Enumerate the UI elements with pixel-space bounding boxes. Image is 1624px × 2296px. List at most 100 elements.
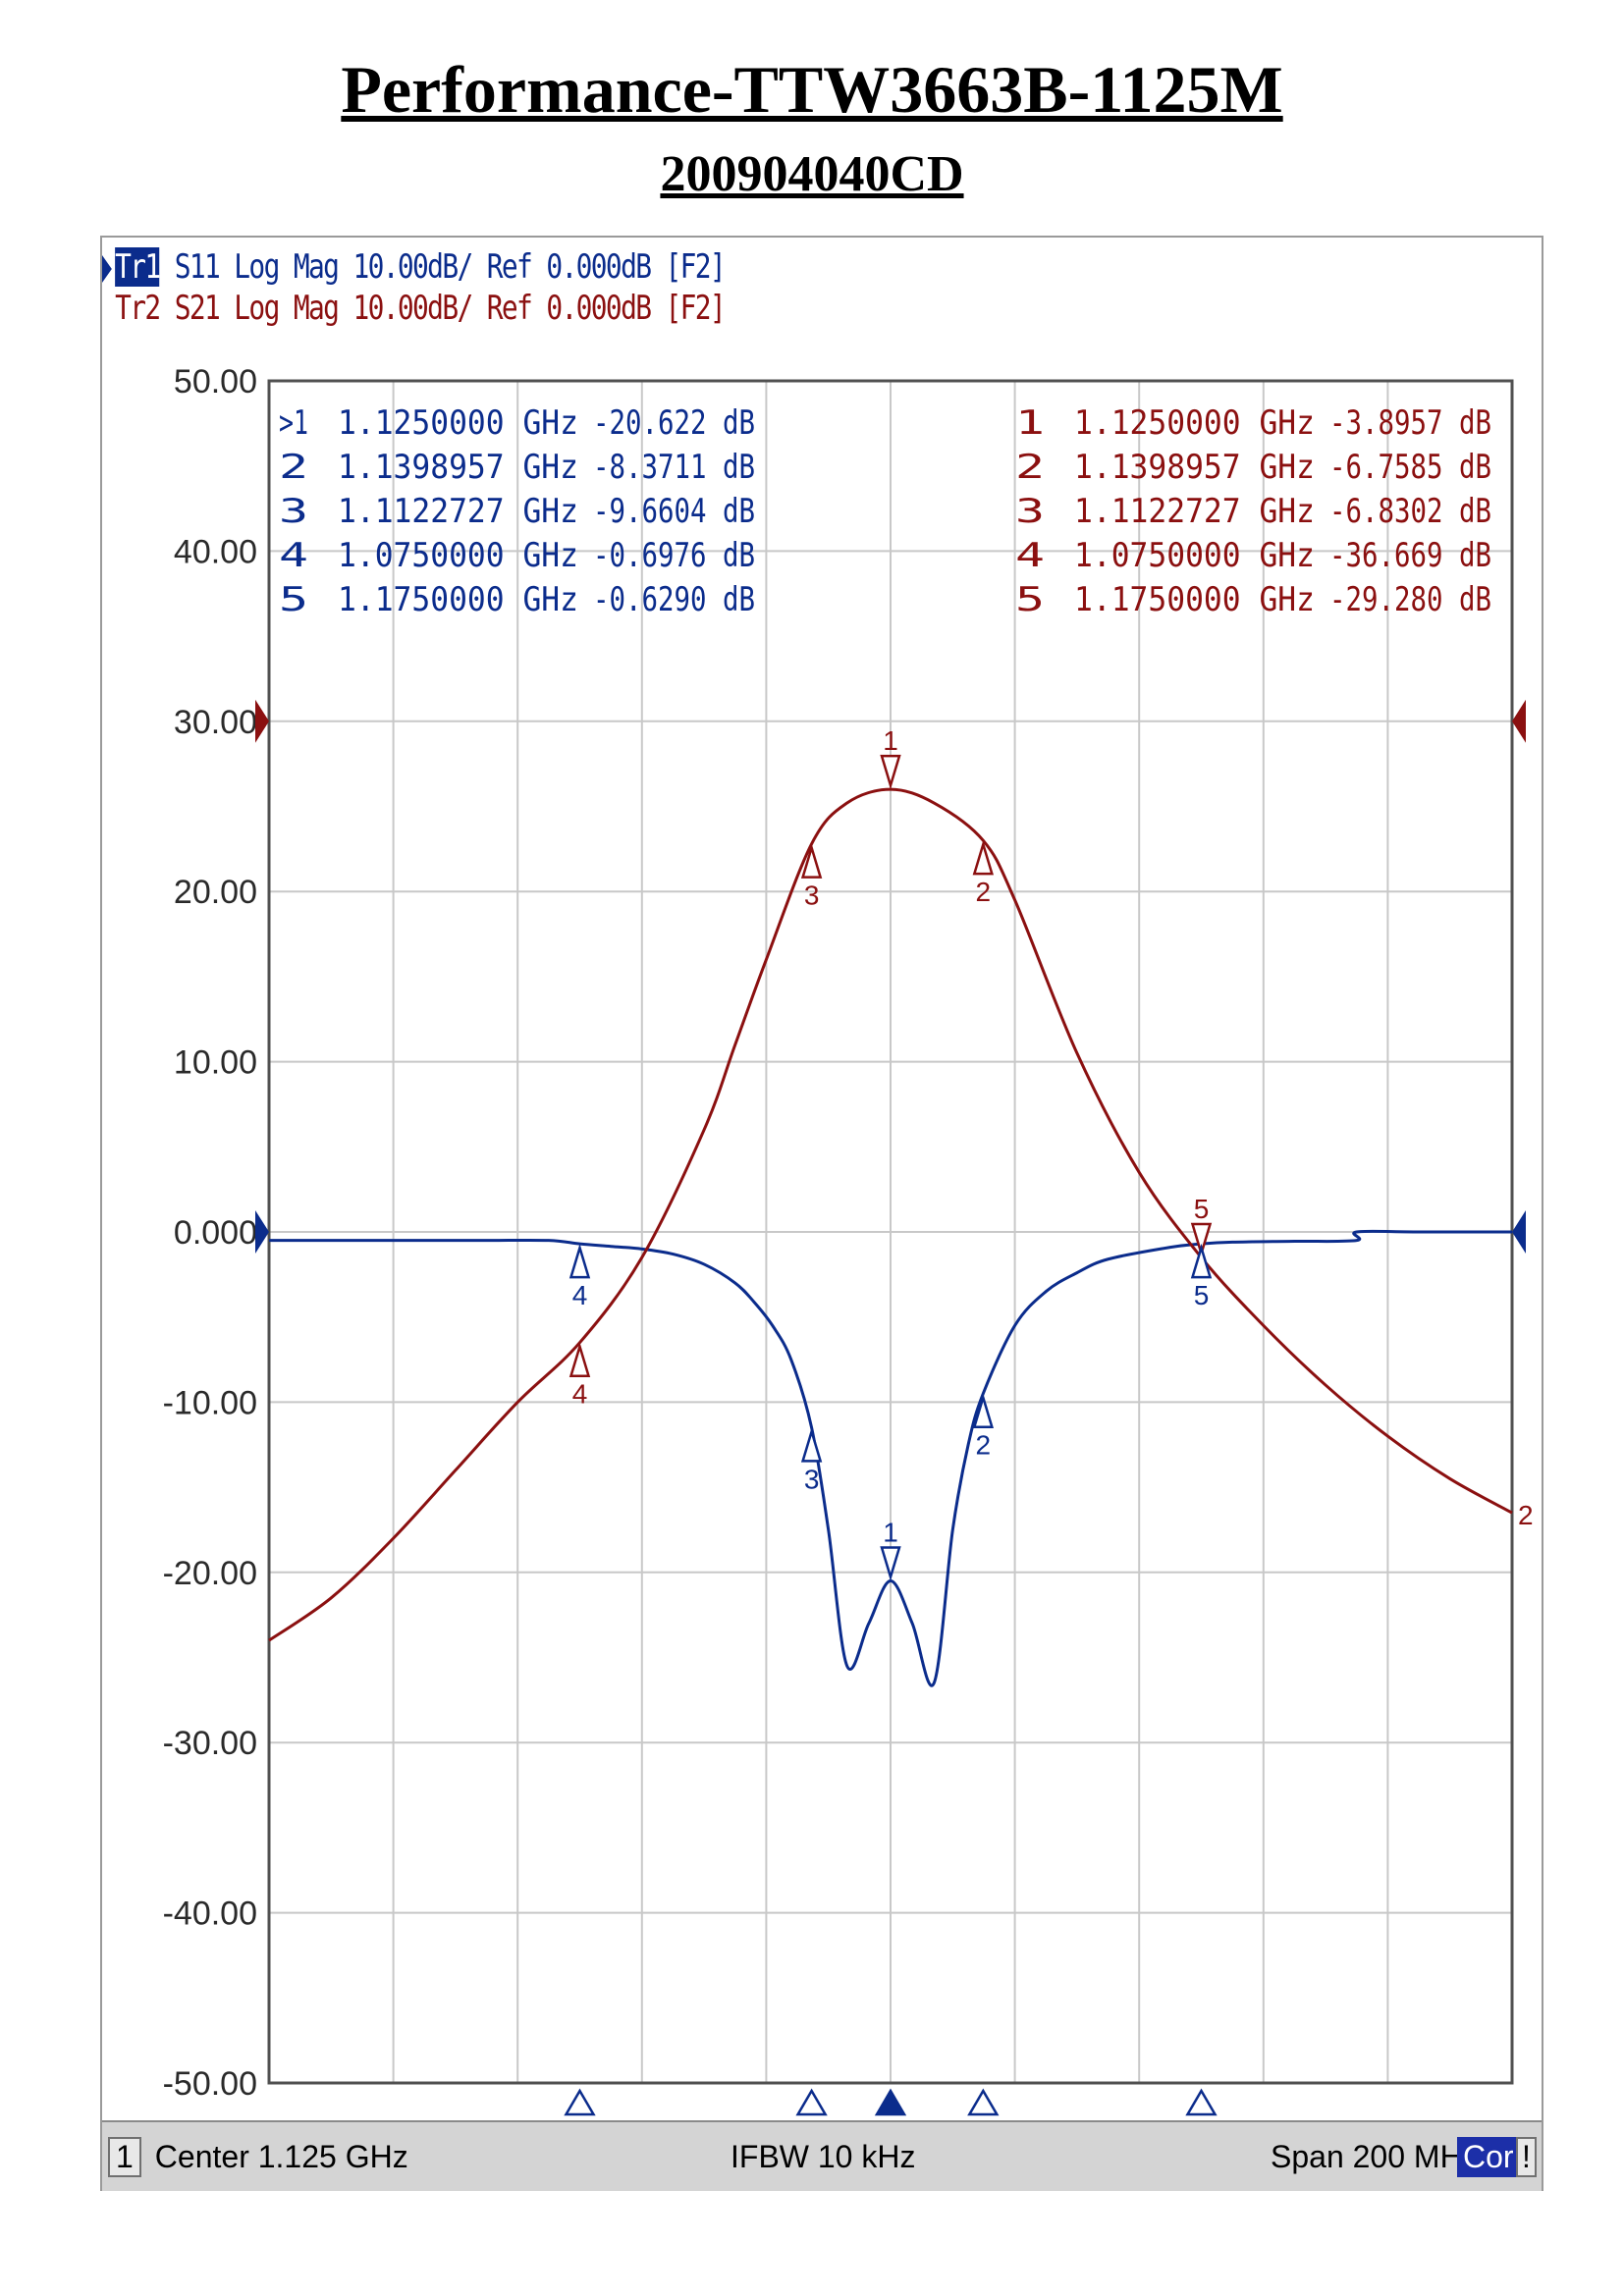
s11-marker-number: 4 xyxy=(279,536,308,575)
y-tick-label: -50.00 xyxy=(163,2065,257,2103)
marker-s11-2: 2 xyxy=(972,1393,994,1461)
s21-marker-value: -36.669 dB xyxy=(1329,536,1491,575)
marker-label: 1 xyxy=(883,725,898,756)
marker-s21-5: 5 xyxy=(1190,1194,1213,1258)
series-line-s21 xyxy=(268,787,1513,1642)
s11-marker-value: -0.6290 dB xyxy=(593,580,755,619)
y-tick-label: -20.00 xyxy=(163,1555,257,1592)
ifbw-setting[interactable]: IFBW 10 kHz xyxy=(731,2138,916,2174)
s11-marker-value: -8.3711 dB xyxy=(593,448,755,487)
s11-marker-frequency: 1.1398957 GHz xyxy=(338,448,578,487)
center-frequency[interactable]: Center 1.125 GHz xyxy=(154,2138,408,2174)
page-subtitle: 200904040CD xyxy=(660,146,964,202)
s11-row: 2 1.1398957 GHz -8.3711 dB xyxy=(279,448,755,487)
marker-label: 4 xyxy=(572,1280,588,1310)
s21-marker-value: -6.8302 dB xyxy=(1329,492,1491,531)
s11-marker-frequency: 1.1122727 GHz xyxy=(338,492,578,531)
s11-marker-value: -20.622 dB xyxy=(593,403,755,443)
s11-marker-number: >1 xyxy=(279,403,308,443)
active-trace-icon xyxy=(102,254,112,283)
s11-row: 5 1.1750000 GHz -0.6290 dB xyxy=(279,580,755,619)
marker-s21-1: 1 xyxy=(880,725,901,790)
s21-marker-frequency: 1.1750000 GHz xyxy=(1074,580,1315,619)
s21-row: 5 1.1750000 GHz -29.280 dB xyxy=(1015,580,1491,619)
s21-marker-frequency: 1.0750000 GHz xyxy=(1074,536,1315,575)
marker-label: 2 xyxy=(976,877,992,907)
s21-marker-number: 1 xyxy=(1015,403,1045,443)
correction-badge[interactable]: Cor xyxy=(1457,2136,1520,2177)
marker-label: 2 xyxy=(976,1430,992,1461)
status-bar: 1 Center 1.125 GHz IFBW 10 kHz Span 200 … xyxy=(102,2120,1542,2191)
s21-row: 1 1.1250000 GHz -3.8957 dB xyxy=(1015,403,1491,443)
marker-s21-2: 2 xyxy=(972,839,994,907)
stimulus-marker-icon xyxy=(795,2088,828,2116)
marker-triangle xyxy=(568,1243,591,1279)
y-tick-label: -30.00 xyxy=(163,1725,257,1762)
warning-indicator[interactable]: ! xyxy=(1516,2136,1537,2177)
trace1-header[interactable]: Tr1 S11 Log Mag 10.00dB/ Ref 0.000dB [F2… xyxy=(102,247,727,287)
channel-indicator[interactable]: 1 xyxy=(108,2136,141,2177)
trace2-header[interactable]: Tr2 S21 Log Mag 10.00dB/ Ref 0.000dB [F2… xyxy=(102,289,727,328)
marker-s11-3: 3 xyxy=(800,1427,823,1494)
s21-marker-number: 5 xyxy=(1015,580,1045,619)
marker-label: 3 xyxy=(804,1464,820,1494)
stimulus-marker-icon xyxy=(1185,2088,1218,2116)
s11-row: >1 1.1250000 GHz -20.622 dB xyxy=(279,403,755,443)
trace1-settings: S11 Log Mag 10.00dB/ Ref 0.000dB [F2] xyxy=(159,247,727,287)
marker-triangle xyxy=(800,843,823,879)
s11-row: 3 1.1122727 GHz -9.6604 dB xyxy=(279,492,755,531)
stimulus-marker-icon xyxy=(564,2088,596,2116)
ref-level-left-icon xyxy=(255,1210,269,1254)
s21-marker-frequency: 1.1250000 GHz xyxy=(1074,403,1315,443)
s21-row: 3 1.1122727 GHz -6.8302 dB xyxy=(1015,492,1491,531)
marker-label: 5 xyxy=(1194,1194,1210,1224)
s11-marker-value: -0.6976 dB xyxy=(593,536,755,575)
analyzer-window: Tr1 S11 Log Mag 10.00dB/ Ref 0.000dB [F2… xyxy=(100,236,1543,2191)
s11-marker-value: -9.6604 dB xyxy=(593,492,755,531)
ref-level-right-icon xyxy=(1512,1210,1526,1254)
s21-row: 2 1.1398957 GHz -6.7585 dB xyxy=(1015,448,1491,487)
s21-marker-value: -6.7585 dB xyxy=(1329,448,1491,487)
s21-marker-value: -3.8957 dB xyxy=(1329,403,1491,443)
s21-marker-number: 2 xyxy=(1015,448,1045,487)
stimulus-marker-icon xyxy=(874,2088,907,2116)
marker-s21-4: 4 xyxy=(568,1342,591,1410)
marker-s11-1: 1 xyxy=(880,1517,901,1581)
ref-position-left-icon xyxy=(255,699,269,743)
marker-triangle xyxy=(568,1342,591,1377)
marker-triangle xyxy=(972,1393,994,1428)
s21-marker-number: 4 xyxy=(1015,536,1045,575)
marker-triangle xyxy=(800,1427,823,1463)
marker-s11-5: 5 xyxy=(1190,1243,1213,1310)
s21-marker-frequency: 1.1122727 GHz xyxy=(1074,492,1315,531)
ref-position-right-icon xyxy=(1512,699,1526,743)
y-tick-label: 30.00 xyxy=(174,704,257,741)
trace1-tag[interactable]: Tr1 xyxy=(115,247,161,287)
y-tick-label: 0.000 xyxy=(174,1214,257,1252)
s11-marker-frequency: 1.1250000 GHz xyxy=(338,403,578,443)
y-tick-label: 40.00 xyxy=(174,533,257,570)
s21-marker-frequency: 1.1398957 GHz xyxy=(1074,448,1315,487)
s11-marker-number: 5 xyxy=(279,580,308,619)
trace2-settings: S21 Log Mag 10.00dB/ Ref 0.000dB [F2] xyxy=(159,289,727,328)
y-tick-label: 20.00 xyxy=(174,874,257,911)
span-setting[interactable]: Span 200 MHz xyxy=(1271,2138,1479,2174)
s11-marker-frequency: 1.1750000 GHz xyxy=(338,580,578,619)
s11-row: 4 1.0750000 GHz -0.6976 dB xyxy=(279,536,755,575)
marker-s11-4: 4 xyxy=(568,1243,591,1310)
marker-triangle xyxy=(972,839,994,876)
marker-triangle xyxy=(880,1546,901,1581)
plot-area: 50.00 40.00 30.00 20.00 10.00 0.000 -10.00 -20.… xyxy=(163,363,1534,2116)
s11-marker-number: 3 xyxy=(279,492,308,531)
marker-triangle xyxy=(880,754,901,790)
s21-row: 4 1.0750000 GHz -36.669 dB xyxy=(1015,536,1491,575)
s21-marker-number: 3 xyxy=(1015,492,1045,531)
marker-label: 4 xyxy=(572,1379,588,1410)
trace2-tag[interactable]: Tr2 xyxy=(115,289,161,328)
s11-marker-number: 2 xyxy=(279,448,308,487)
y-tick-label: 10.00 xyxy=(174,1044,257,1082)
y-tick-label: -40.00 xyxy=(163,1896,257,1933)
page-title: Performance-TTW3663B-1125M xyxy=(341,52,1283,127)
trace-end-label: 2 xyxy=(1518,1500,1534,1530)
marker-s21-3: 3 xyxy=(800,843,823,911)
